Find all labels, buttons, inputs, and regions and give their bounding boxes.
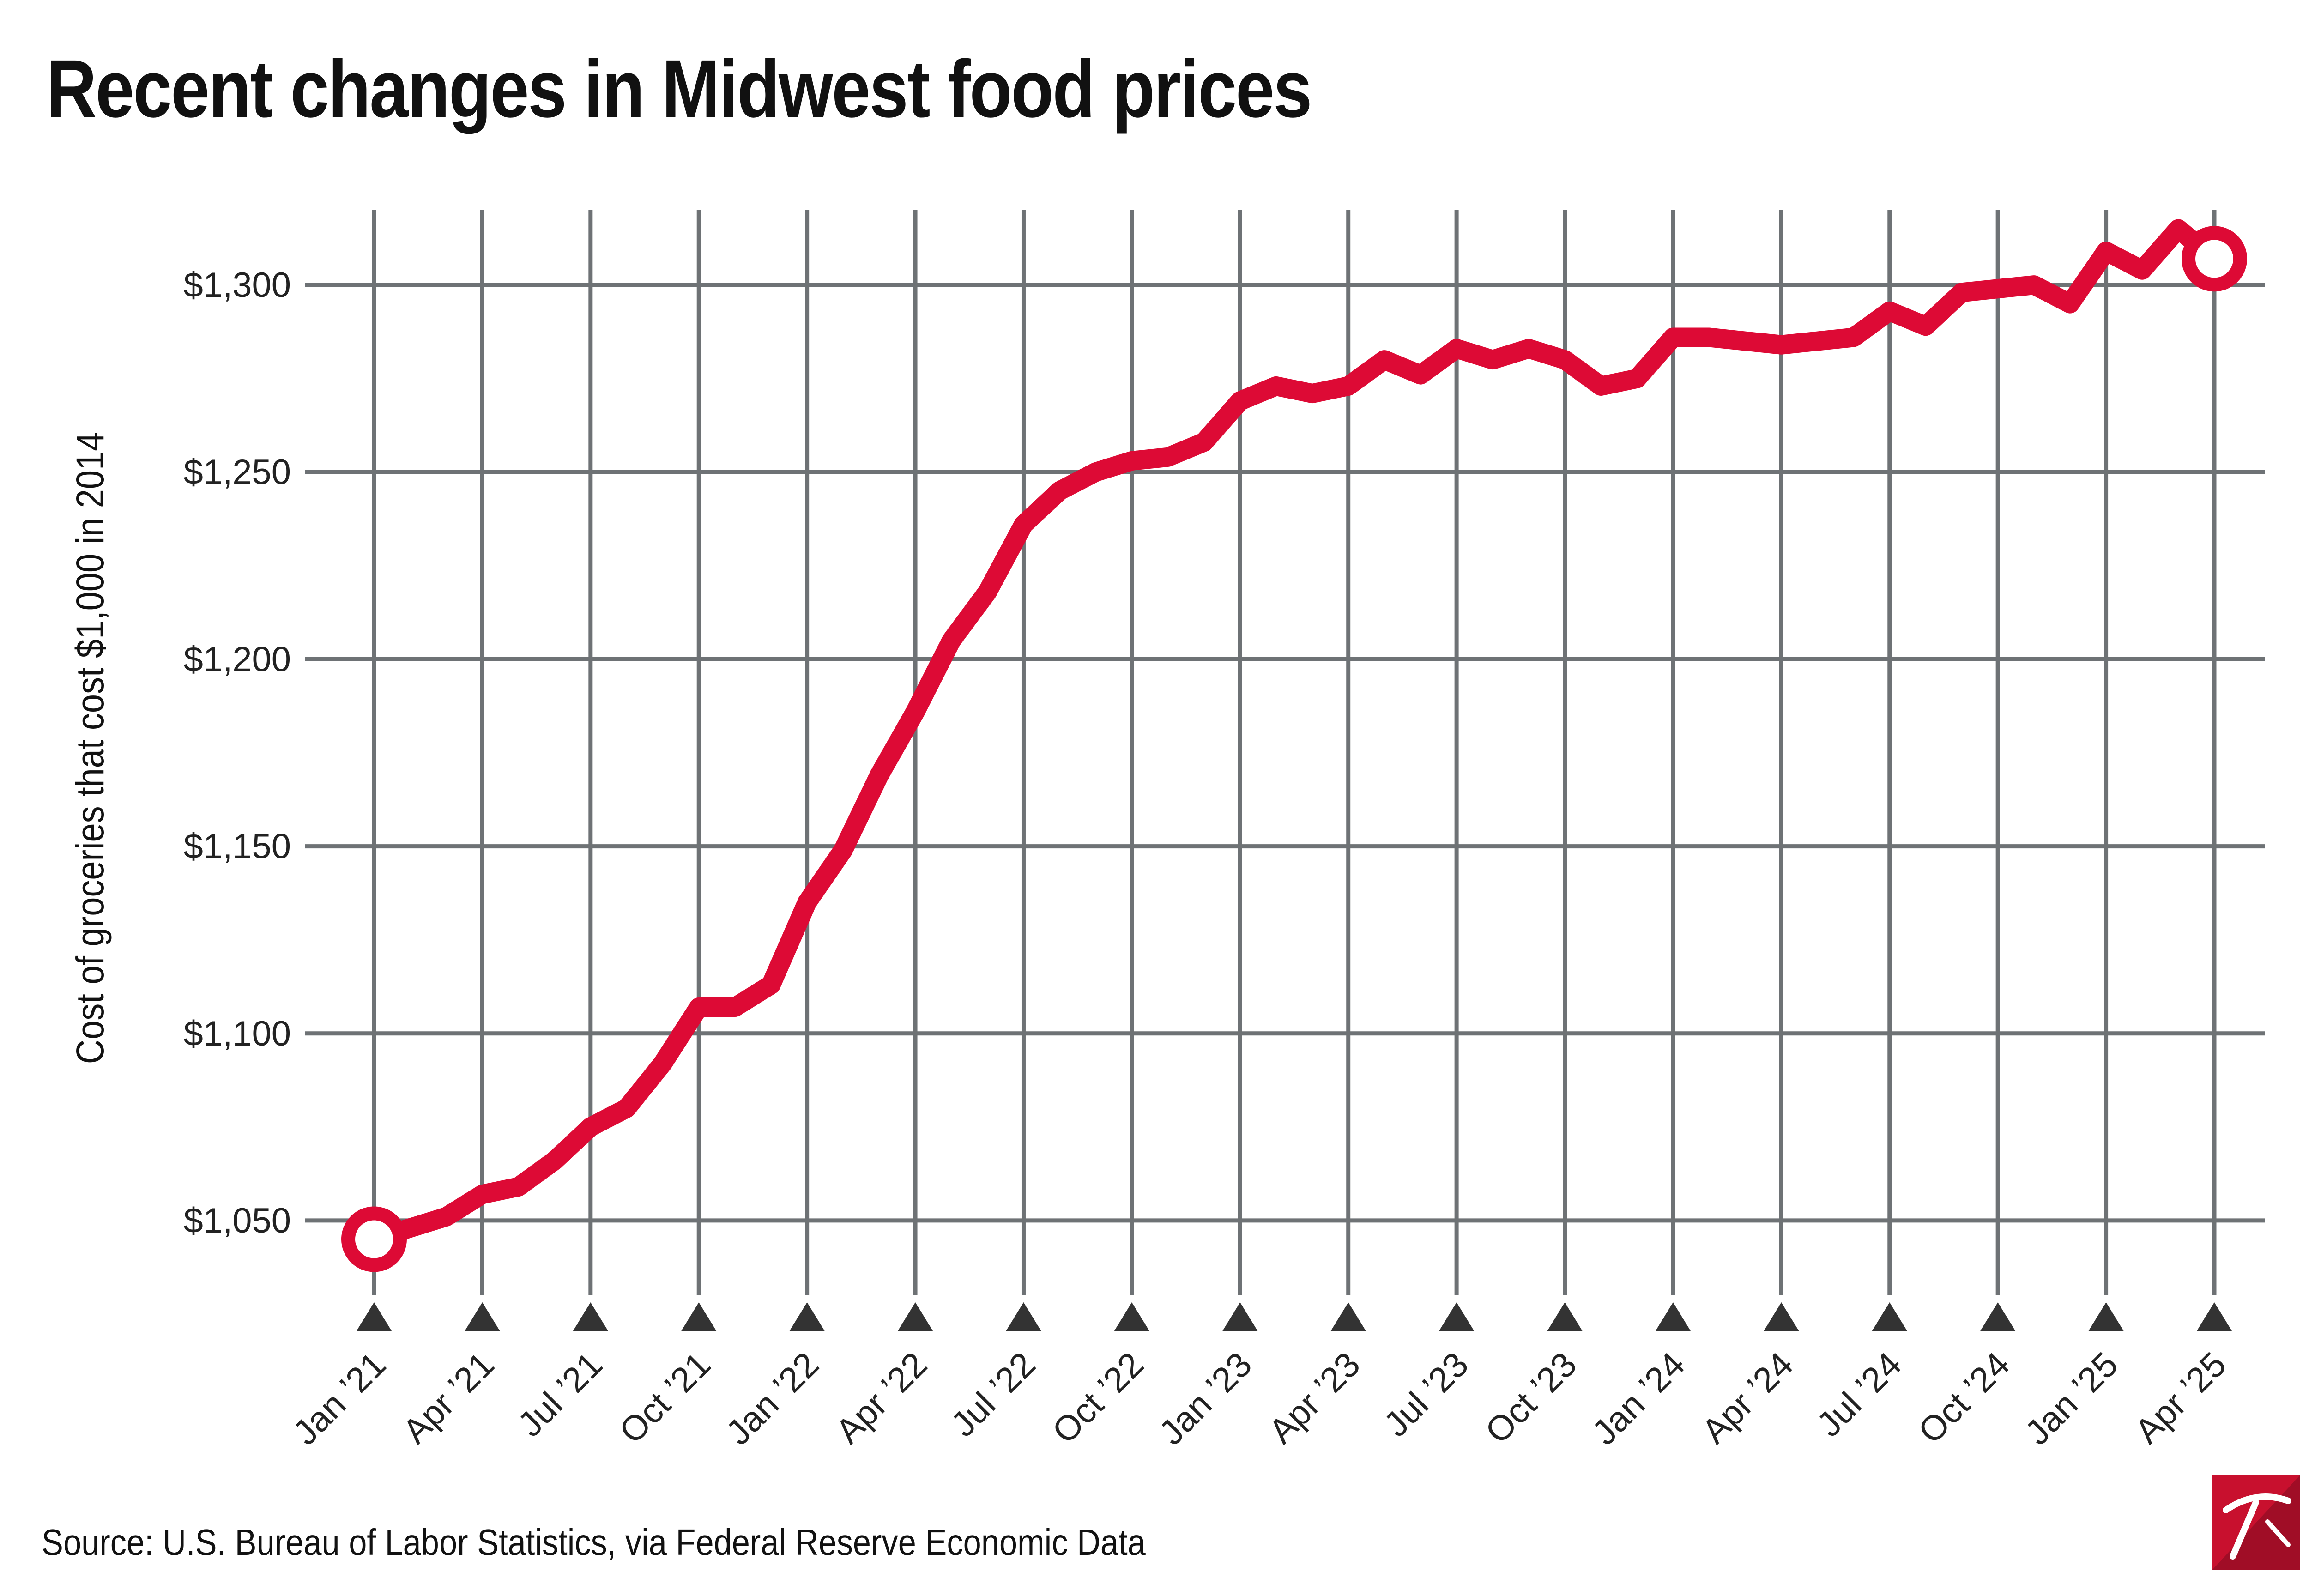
- data-series: [341, 219, 2247, 1272]
- x-tick-label: Apr ’21: [395, 1345, 502, 1451]
- x-tick-triangle: [1114, 1302, 1149, 1331]
- x-tick-label: Jan ’24: [1585, 1345, 1692, 1452]
- x-tick-triangle: [1006, 1302, 1041, 1331]
- horizontal-gridlines: [305, 283, 2265, 1223]
- x-tick-label: Apr ’25: [2128, 1345, 2234, 1451]
- x-tick-triangle: [1655, 1302, 1691, 1331]
- x-tick-triangle: [1330, 1302, 1366, 1331]
- x-tick-label: Jul ’23: [1377, 1345, 1476, 1444]
- x-tick-labels: Jan ’21 Apr ’21 Jul ’21 Oct ’21 Jan ’22 Apr ’…: [286, 1345, 2234, 1452]
- x-tick-label: Apr ’24: [1694, 1345, 1801, 1451]
- x-tick-triangle: [465, 1302, 500, 1331]
- x-tick-label: Jul ’24: [1809, 1345, 1909, 1444]
- x-tick-triangle: [573, 1302, 608, 1331]
- x-tick-triangle: [1547, 1302, 1583, 1331]
- x-tick-label: Jan ’23: [1152, 1345, 1259, 1452]
- x-tick-label: Oct ’21: [612, 1345, 718, 1451]
- x-tick-label: Jan ’22: [719, 1345, 826, 1452]
- chart-title: Recent changes in Midwest food prices: [46, 44, 1312, 134]
- x-tick-triangle: [1439, 1302, 1475, 1331]
- y-tick-label: $1,200: [184, 640, 291, 679]
- x-tick-triangle: [2088, 1302, 2124, 1331]
- x-tick-label: Apr ’22: [828, 1345, 935, 1451]
- x-tick-markers: [357, 1302, 2232, 1331]
- x-tick-label: Oct ’23: [1478, 1345, 1584, 1451]
- x-tick-label: Jan ’25: [2018, 1345, 2125, 1452]
- x-tick-triangle: [2197, 1302, 2232, 1331]
- y-tick-labels: $1,050 $1,100 $1,150 $1,200 $1,250 $1,300: [184, 266, 291, 1240]
- x-tick-triangle: [1980, 1302, 2016, 1331]
- x-tick-triangle: [789, 1302, 825, 1331]
- x-tick-triangle: [898, 1302, 933, 1331]
- vertical-gridlines: [372, 210, 2217, 1295]
- series-line: [364, 219, 2224, 1249]
- x-tick-label: Apr ’23: [1261, 1345, 1367, 1451]
- y-tick-label: $1,250: [184, 453, 291, 492]
- y-tick-label: $1,050: [184, 1201, 291, 1240]
- end-point-marker: [2182, 226, 2247, 292]
- source-note: Source: U.S. Bureau of Labor Statistics,…: [42, 1522, 1146, 1563]
- x-tick-label: Jul ’21: [510, 1345, 610, 1444]
- logo-icon: [2212, 1475, 2300, 1570]
- y-tick-label: $1,150: [184, 827, 291, 866]
- y-tick-label: $1,100: [184, 1014, 291, 1053]
- x-tick-triangle: [681, 1302, 717, 1331]
- x-tick-triangle: [1764, 1302, 1799, 1331]
- y-tick-label: $1,300: [184, 266, 291, 305]
- x-tick-triangle: [1222, 1302, 1258, 1331]
- start-point-marker: [341, 1206, 407, 1272]
- x-tick-label: Jul ’22: [943, 1345, 1043, 1444]
- x-tick-label: Jan ’21: [286, 1345, 393, 1452]
- x-tick-label: Oct ’24: [1911, 1345, 2017, 1451]
- x-tick-triangle: [1872, 1302, 1907, 1331]
- x-tick-triangle: [357, 1302, 392, 1331]
- x-tick-label: Oct ’22: [1045, 1345, 1151, 1451]
